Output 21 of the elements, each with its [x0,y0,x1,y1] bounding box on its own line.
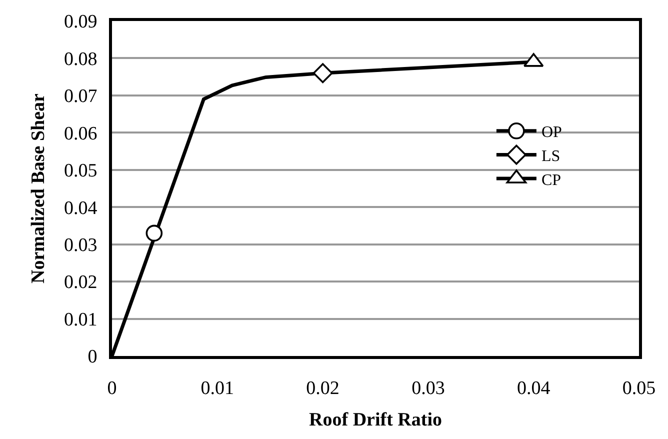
y-tick-label: 0.05 [64,160,98,182]
legend-label: CP [541,172,562,189]
y-tick-label: 0.08 [64,48,98,70]
y-axis-title: Normalized Base Shear [28,92,49,284]
x-tick-label: 0.01 [200,378,234,399]
x-tick-label: 0.04 [516,378,551,399]
y-tick-label: 0.02 [64,272,98,294]
x-tick-label: 0 [107,378,117,399]
y-tick-label: 0.03 [64,234,98,256]
x-axis-title: Roof Drift Ratio [309,410,442,431]
y-tick-label: 0.06 [64,123,98,144]
y-tick-label: 0.01 [64,309,98,330]
y-tick-label: 0 [88,346,98,368]
y-tick-label: 0.04 [64,198,98,219]
x-tick-label: 0.05 [622,378,656,399]
x-tick-label: 0.03 [412,378,445,399]
legend-label: LS [541,148,560,165]
y-tick-label: 0.09 [64,12,98,33]
y-tick-label: 0.07 [64,86,98,108]
legend-label: OP [541,124,562,142]
x-tick-label: 0.02 [306,378,340,399]
